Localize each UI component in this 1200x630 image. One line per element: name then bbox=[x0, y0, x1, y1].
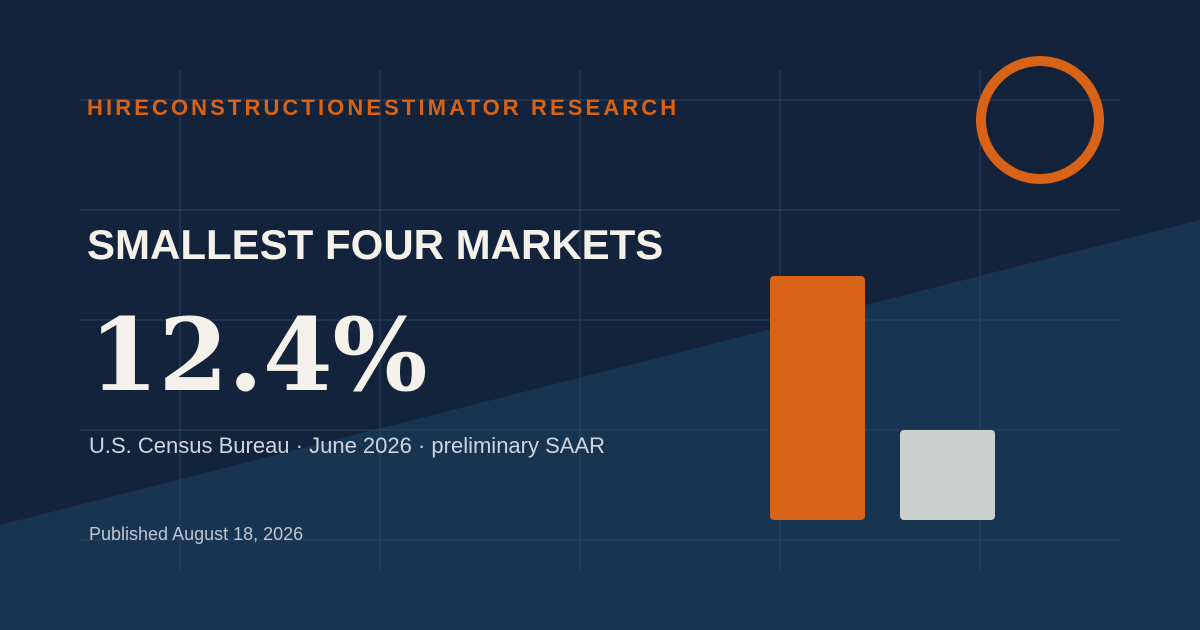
headline: SMALLEST FOUR MARKETS bbox=[87, 221, 664, 268]
diagonal-panel bbox=[0, 220, 1200, 630]
bar-chart bbox=[770, 276, 995, 520]
accent-ring bbox=[976, 56, 1104, 184]
bar-1 bbox=[770, 276, 865, 520]
published-date: Published August 18, 2026 bbox=[89, 524, 304, 544]
source-line: U.S. Census Bureau · June 2026 · prelimi… bbox=[89, 433, 606, 458]
stat-value: 12.4% bbox=[89, 296, 428, 414]
brand-label: HIRECONSTRUCTIONESTIMATOR RESEARCH bbox=[87, 95, 680, 120]
bar-2 bbox=[900, 430, 995, 520]
